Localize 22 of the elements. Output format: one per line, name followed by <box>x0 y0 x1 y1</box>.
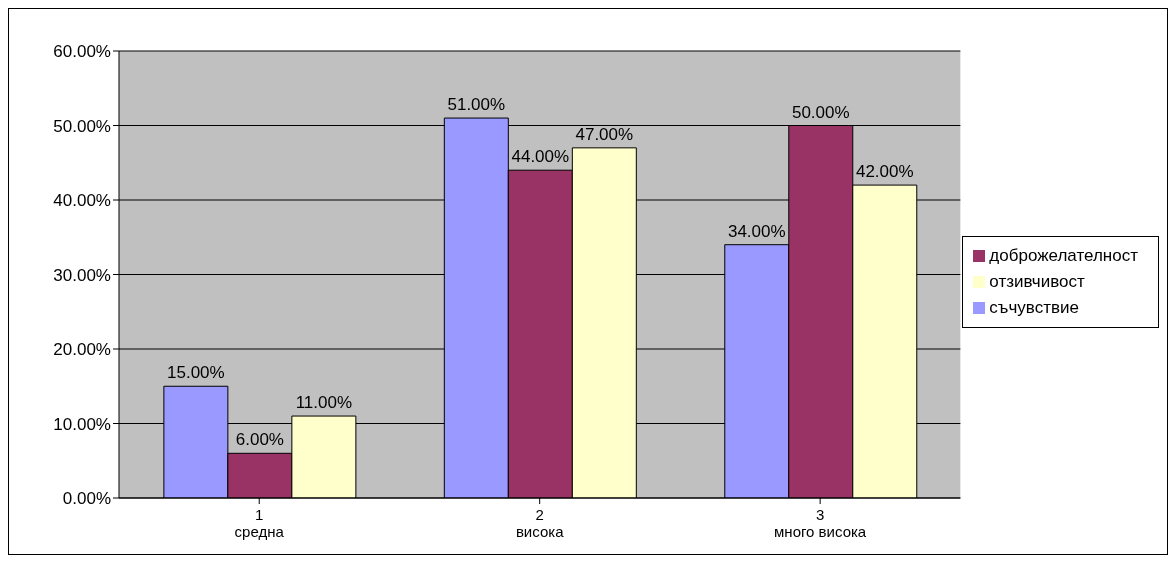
data-label: 50.00% <box>791 102 850 122</box>
y-tick-label: 40.00% <box>53 191 111 211</box>
y-tick-label: 50.00% <box>53 116 111 136</box>
data-label: 34.00% <box>727 221 786 241</box>
y-tick-label: 30.00% <box>53 265 111 285</box>
y-tick-label: 10.00% <box>53 414 111 434</box>
y-tick-label: 20.00% <box>53 340 111 360</box>
legend-label: съчувствие <box>989 297 1079 317</box>
data-label: 6.00% <box>235 430 284 450</box>
x-tick-label: 1 средна <box>234 506 285 540</box>
legend-label: доброжелателност <box>989 245 1138 265</box>
data-label: 44.00% <box>511 147 570 167</box>
legend-label: отзивчивост <box>989 271 1085 291</box>
data-label: 11.00% <box>295 393 353 413</box>
y-tick-label: 60.00% <box>53 42 111 62</box>
data-label: 15.00% <box>167 363 225 383</box>
x-tick-label: 3 много висока <box>774 506 867 540</box>
y-tick-label: 0.00% <box>62 489 111 509</box>
x-tick-label: 2 висока <box>515 506 565 540</box>
data-label: 47.00% <box>575 124 634 144</box>
data-label: 51.00% <box>447 95 506 115</box>
data-label: 42.00% <box>855 162 914 182</box>
